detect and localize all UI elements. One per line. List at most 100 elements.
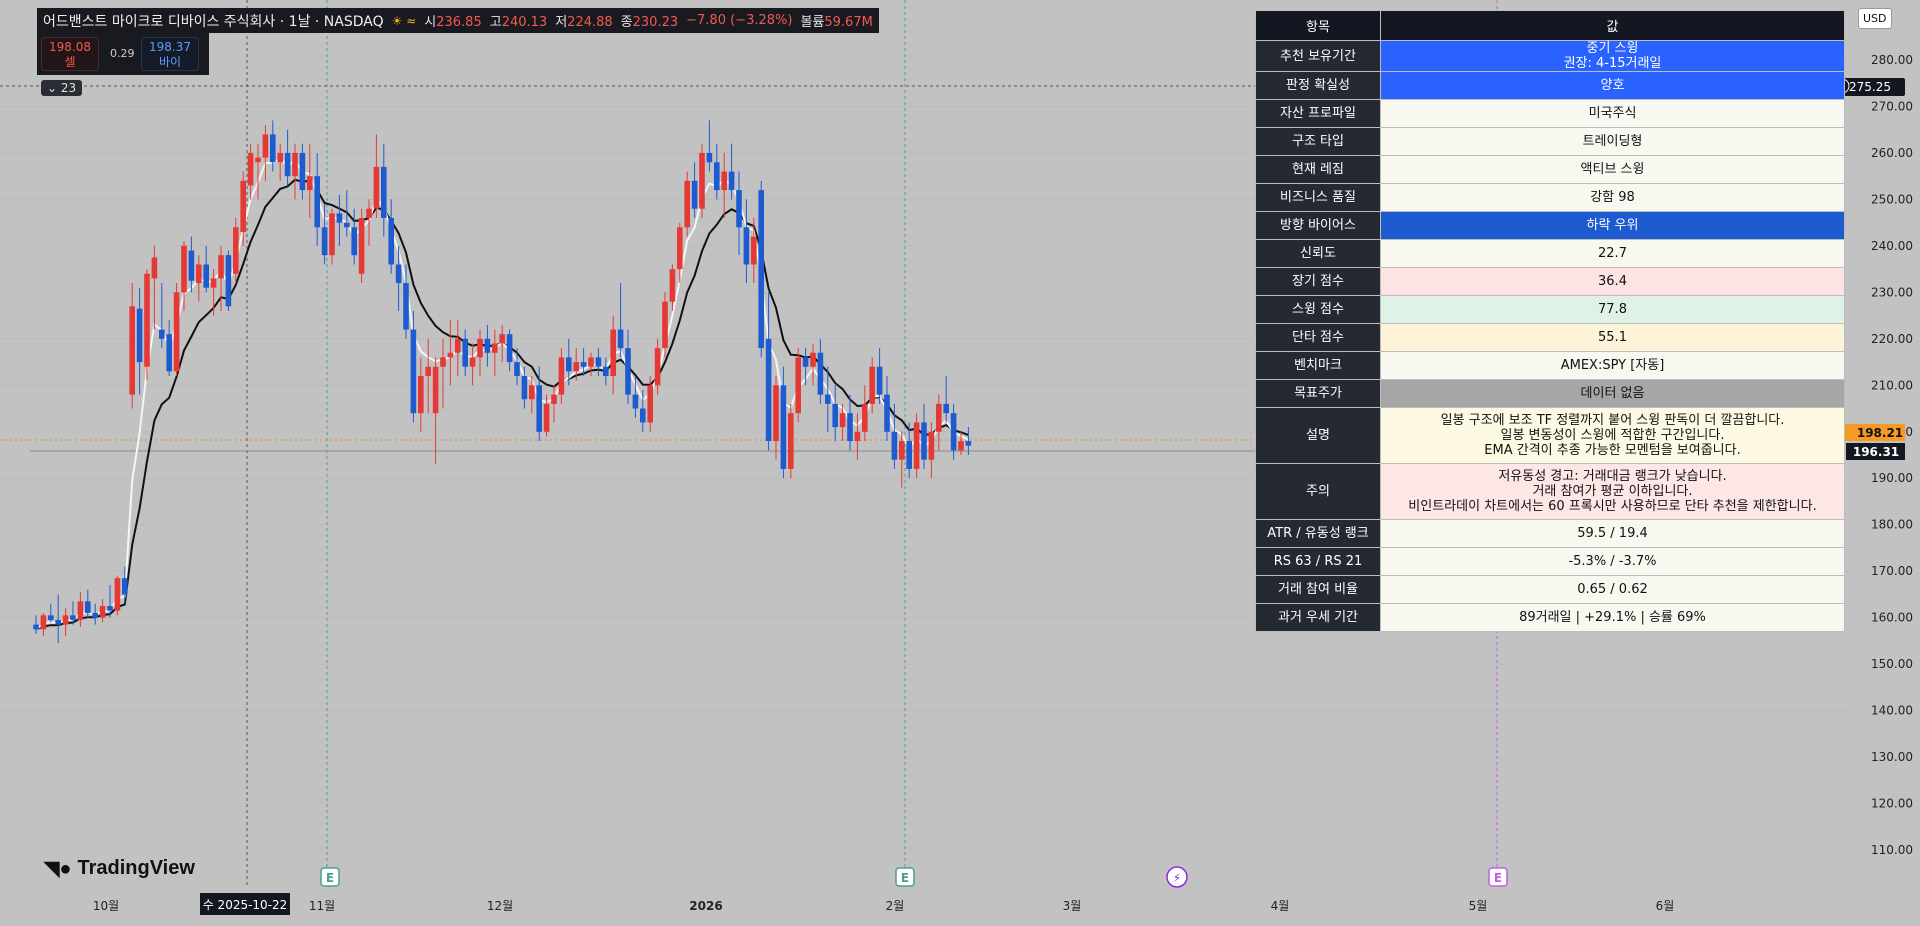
price-tick-label: 230.00: [1871, 285, 1913, 299]
time-tick-label: 6월: [1656, 899, 1675, 913]
candle-body: [751, 236, 757, 265]
earnings-marker-icon: [895, 867, 915, 887]
candle-body: [595, 357, 602, 367]
candle-body: [691, 180, 698, 209]
candle-body: [832, 403, 838, 428]
candle-body: [499, 334, 505, 344]
crosshair-price-tag: [1835, 78, 1905, 96]
row-label: 추천 보유기간: [1255, 40, 1381, 72]
price-tick-label: 240.00: [1871, 239, 1913, 253]
spread-value: 0.29: [110, 47, 135, 60]
candle-body: [536, 385, 542, 432]
earnings-marker-icon: [1488, 867, 1508, 887]
low-label: 저: [555, 15, 568, 30]
candle-body: [677, 227, 683, 270]
candle-body: [573, 362, 579, 372]
candle-body: [810, 352, 816, 367]
trade-panel: 198.08 셀 0.29 198.37 바이: [37, 33, 209, 75]
close-value: 230.23: [632, 15, 679, 30]
candle-body: [314, 176, 320, 228]
currency-button[interactable]: USD: [1858, 8, 1892, 29]
price-tick-label: 260.00: [1871, 146, 1913, 160]
bolt-icon: ⚡: [1173, 871, 1181, 885]
row-value: 액티브 스윙: [1380, 155, 1845, 184]
status-icons[interactable]: ☀ ≈: [391, 13, 417, 28]
candle-body: [321, 227, 328, 256]
indicators-collapse-button[interactable]: ⌄ 23: [41, 80, 83, 96]
candle-body: [40, 615, 47, 630]
tradingview-logo[interactable]: ◥● TradingView: [44, 856, 195, 881]
row-label: 장기 점수: [1255, 267, 1381, 296]
row-value: 저유동성 경고: 거래대금 랭크가 낮습니다. 거래 참여가 평균 이하입니다.…: [1380, 463, 1845, 520]
price-tick-label: 270.00: [1871, 99, 1913, 113]
candle-body: [706, 152, 713, 163]
candle-body: [247, 152, 254, 186]
candle-body: [48, 615, 54, 620]
candle-body: [381, 166, 387, 218]
candle-body: [203, 264, 209, 288]
row-label: 구조 타입: [1255, 127, 1381, 156]
candle-body: [85, 601, 91, 613]
buy-button[interactable]: 198.37 바이: [141, 37, 199, 71]
candle-body: [669, 269, 676, 302]
open-label: 시: [424, 15, 437, 30]
table-row: 현재 레짐 액티브 스윙: [1255, 155, 1845, 184]
row-value: 89거래일 | +29.1% | 승률 69%: [1380, 603, 1845, 632]
candle-body: [307, 176, 313, 191]
candle-body: [625, 348, 631, 395]
row-label: 주의: [1255, 463, 1381, 520]
symbol-title[interactable]: 어드밴스트 마이크로 디바이스 주식회사 · 1날 · NASDAQ: [43, 13, 384, 30]
row-label: 목표주가: [1255, 379, 1381, 408]
candle-body: [255, 157, 261, 163]
candle-body: [928, 431, 935, 460]
candle-body: [802, 357, 809, 367]
candle-body: [869, 366, 875, 404]
crosshair-price: 275.25: [1849, 80, 1891, 94]
buy-label: 바이: [158, 55, 182, 69]
low-value: 224.88: [567, 15, 613, 30]
candle-body: [114, 578, 121, 611]
table-row: 구조 타입 트레이딩형: [1255, 127, 1845, 156]
sell-button[interactable]: 198.08 셀: [41, 37, 99, 71]
row-label: 거래 참여 비율: [1255, 575, 1381, 604]
candle-body: [529, 385, 535, 400]
candle-body: [965, 441, 972, 446]
price-axis: 280.00 270.00 260.00 250.00 240.00 230.00 220.…: [1871, 53, 1913, 857]
candle-body: [891, 431, 898, 460]
table-row: 자산 프로파일 미국주식: [1255, 99, 1845, 128]
table-row: 벤치마크 AMEX:SPY [자동]: [1255, 351, 1845, 380]
tradingview-logo-icon: ◥●: [44, 858, 72, 880]
candle-body: [344, 222, 350, 228]
candle-body: [284, 152, 291, 177]
table-row: 단타 점수 55.1: [1255, 323, 1845, 352]
row-label: 신뢰도: [1255, 239, 1381, 268]
row-label: 비즈니스 품질: [1255, 183, 1381, 212]
candle-body: [299, 152, 306, 191]
candle-body: [921, 422, 927, 460]
candle-body: [662, 301, 668, 349]
row-label: 현재 레짐: [1255, 155, 1381, 184]
buy-price: 198.37: [149, 40, 191, 54]
candle-body: [617, 329, 624, 349]
candle-body: [77, 601, 84, 620]
time-highlight-label: 수 2025-10-22: [203, 898, 288, 912]
price-tick-label: 160.00: [1871, 611, 1913, 625]
candle-body: [210, 278, 217, 288]
symbol-header[interactable]: 어드밴스트 마이크로 디바이스 주식회사 · 1날 · NASDAQ ☀ ≈ 시…: [37, 8, 879, 33]
candle-body: [329, 213, 335, 256]
row-value: 36.4: [1380, 267, 1845, 296]
ema-fast-line: [35, 157, 969, 631]
row-value: 중기 스윙 권장: 4-15거래일: [1380, 40, 1845, 72]
candle-body: [551, 394, 557, 404]
chevron-down-icon: ⌄: [47, 81, 58, 95]
time-highlight-box: [200, 893, 290, 915]
price-tick-label: 150.00: [1871, 657, 1913, 671]
price-tick-label: 130.00: [1871, 750, 1913, 764]
table-row: 거래 참여 비율 0.65 / 0.62: [1255, 575, 1845, 604]
candle-body: [107, 606, 113, 611]
candle-body: [373, 166, 380, 209]
sell-price: 198.08: [49, 40, 91, 54]
candle-body: [788, 413, 794, 469]
